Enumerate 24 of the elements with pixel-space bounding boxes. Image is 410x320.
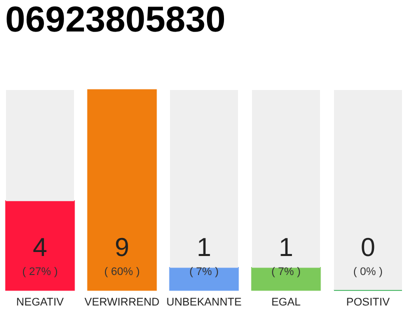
annotation: ( 0% ): [353, 266, 383, 278]
bar: [169, 267, 239, 291]
data-label: 9: [114, 232, 130, 262]
data-label: 0: [360, 232, 376, 262]
annotation: ( 60% ): [104, 266, 140, 278]
x-tick-label: EGAL: [271, 296, 301, 308]
bar: [87, 89, 157, 291]
annotation: ( 7% ): [189, 266, 219, 278]
annotation: ( 7% ): [271, 266, 301, 278]
bar: [252, 90, 320, 268]
bar: [5, 200, 75, 291]
bar: [251, 267, 321, 291]
x-tick-label: POSITIV: [346, 296, 390, 308]
data-label: 4: [32, 232, 48, 262]
x-tick-label: UNBEKANNTE: [166, 296, 242, 308]
bar: [170, 90, 238, 268]
annotation: ( 27% ): [22, 266, 58, 278]
chart-title: 06923805830: [5, 0, 226, 40]
x-tick-label: VERWIRREND: [84, 296, 160, 308]
data-label: 1: [278, 232, 294, 262]
bar: [334, 90, 402, 290]
x-tick-label: NEGATIV: [16, 296, 64, 308]
bar: [6, 90, 74, 202]
data-label: 1: [196, 232, 212, 262]
